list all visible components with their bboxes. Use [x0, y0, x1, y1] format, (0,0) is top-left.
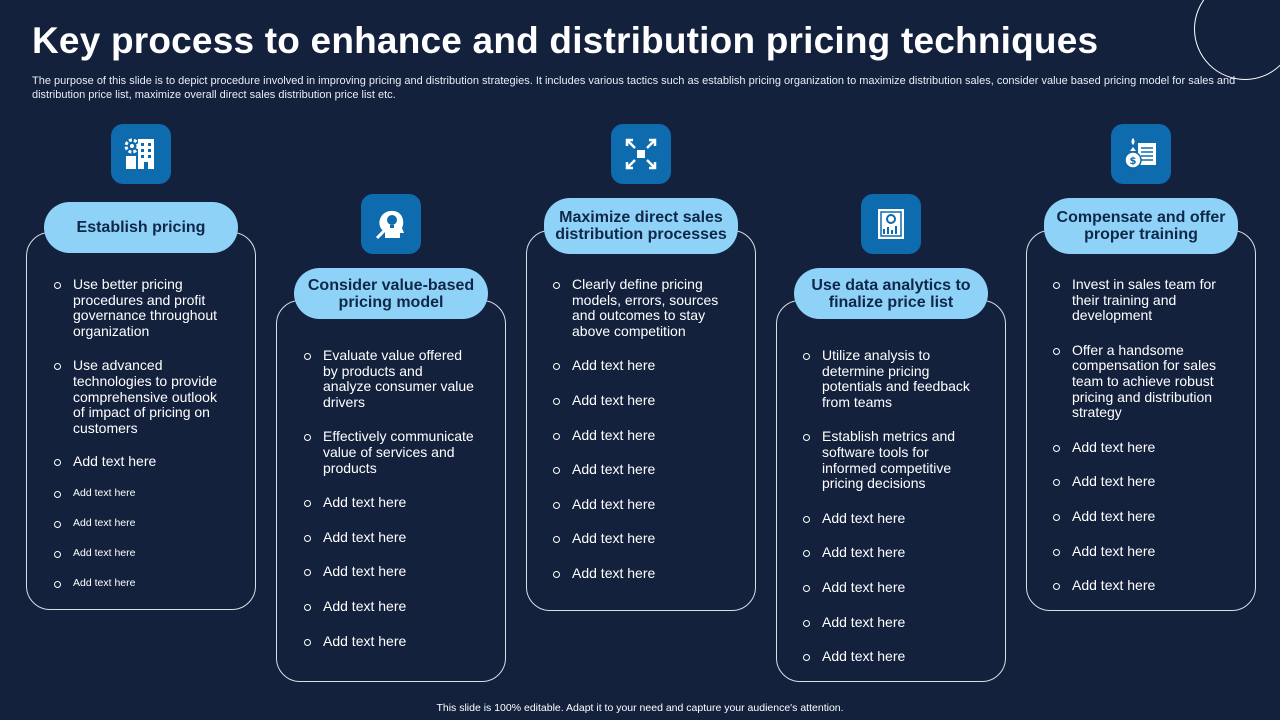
list-item: Effectively communicate value of service…: [304, 429, 474, 476]
list-item: Use better pricing procedures and profit…: [54, 276, 224, 339]
step-heading-5: Compensate and offer proper training: [1044, 198, 1238, 254]
step-list-4: Utilize analysis to determine pricing po…: [803, 347, 973, 665]
list-item: Add text here: [304, 598, 474, 615]
list-item: Use advanced technologies to provide com…: [54, 358, 224, 436]
svg-text:$: $: [1130, 156, 1137, 167]
step-list-3: Clearly define pricing models, errors, s…: [553, 276, 723, 582]
step-heading-2: Consider value-based pricing model: [294, 268, 488, 319]
list-item: Offer a handsome compensation for sales …: [1053, 342, 1223, 421]
head-idea-icon: [361, 194, 421, 254]
list-item: Add text here: [803, 649, 973, 665]
list-item: Add text here: [553, 462, 723, 478]
list-item: Add text here: [54, 577, 224, 590]
list-item: Add text here: [553, 392, 723, 409]
list-item: Add text here: [54, 517, 224, 530]
list-item: Add text here: [54, 454, 224, 470]
slide-title: Key process to enhance and distribution …: [32, 20, 1099, 61]
list-item: Utilize analysis to determine pricing po…: [803, 347, 973, 410]
expand-arrows-icon: [611, 124, 671, 184]
list-item: Establish metrics and software tools for…: [803, 429, 973, 491]
list-item: Add text here: [803, 510, 973, 527]
list-item: Add text here: [304, 633, 474, 650]
list-item: Clearly define pricing models, errors, s…: [553, 276, 723, 339]
list-item: Add text here: [553, 565, 723, 582]
list-item: Add text here: [1053, 474, 1223, 490]
list-item: Add text here: [553, 531, 723, 547]
list-item: Add text here: [1053, 508, 1223, 525]
list-item: Add text here: [1053, 543, 1223, 560]
money-bag-document-icon: $: [1111, 124, 1171, 184]
list-item: Add text here: [803, 614, 973, 631]
list-item: Add text here: [803, 545, 973, 561]
slide-description: The purpose of this slide is to depict p…: [32, 75, 1236, 101]
list-item: Add text here: [553, 358, 723, 374]
building-gear-icon: [111, 124, 171, 184]
decorative-circle: [1194, 0, 1280, 80]
list-item: Add text here: [304, 564, 474, 580]
step-heading-3: Maximize direct sales distribution proce…: [544, 198, 738, 254]
list-item: Evaluate value offered by products and a…: [304, 347, 474, 410]
analytics-report-icon: [861, 194, 921, 254]
footer-note: This slide is 100% editable. Adapt it to…: [436, 702, 844, 714]
list-item: Add text here: [553, 496, 723, 513]
list-item: Add text here: [54, 547, 224, 560]
step-heading-4: Use data analytics to finalize price lis…: [794, 268, 988, 319]
list-item: Invest in sales team for their training …: [1053, 276, 1223, 324]
step-list-5: Invest in sales team for their training …: [1053, 276, 1223, 594]
list-item: Add text here: [803, 579, 973, 596]
list-item: Add text here: [304, 495, 474, 511]
step-heading-1: Establish pricing: [44, 202, 238, 253]
list-item: Add text here: [1053, 578, 1223, 594]
list-item: Add text here: [54, 487, 224, 500]
step-list-2: Evaluate value offered by products and a…: [304, 347, 474, 650]
list-item: Add text here: [1053, 439, 1223, 456]
list-item: Add text here: [553, 427, 723, 444]
step-list-1: Use better pricing procedures and profit…: [54, 276, 224, 590]
list-item: Add text here: [304, 529, 474, 546]
